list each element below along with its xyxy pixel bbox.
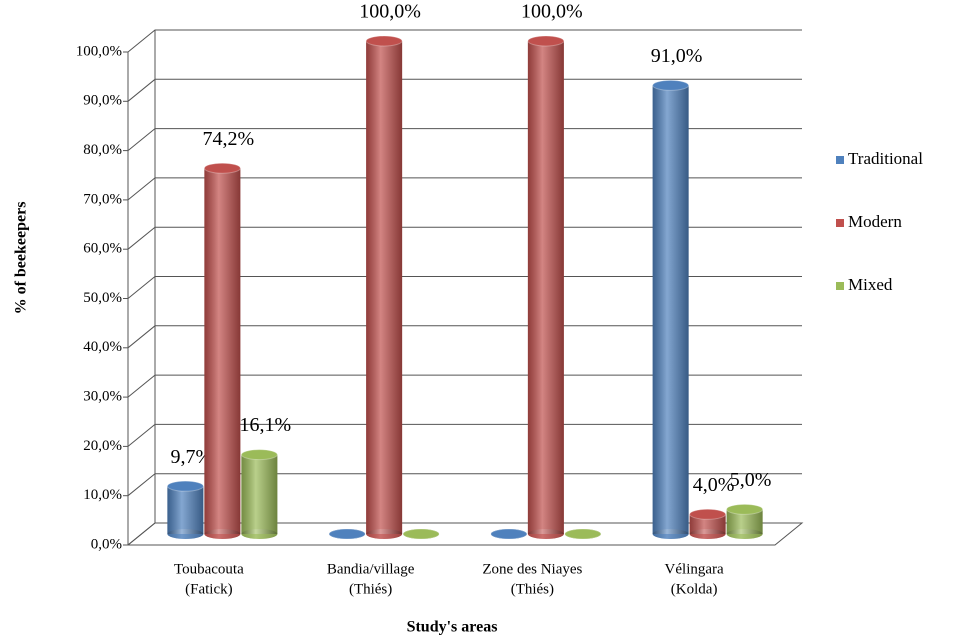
cylinder-top bbox=[328, 528, 366, 540]
cylinder-base-shade bbox=[689, 529, 726, 539]
cylinder-base-shade bbox=[204, 529, 241, 539]
grid-line bbox=[127, 29, 802, 53]
y-tick-label: 60,0% bbox=[83, 241, 122, 257]
x-tick-label: Bandia/village bbox=[327, 561, 415, 577]
x-tick-label: (Thiés) bbox=[511, 581, 554, 597]
x-tick-label: (Thiés) bbox=[349, 581, 392, 597]
value-label: 74,2% bbox=[203, 128, 255, 150]
bar-shading bbox=[527, 41, 564, 534]
grid-line bbox=[127, 325, 802, 349]
legend-label: Traditional bbox=[848, 149, 923, 168]
legend-label: Mixed bbox=[848, 275, 893, 294]
legend-swatch bbox=[836, 156, 844, 164]
grid-line bbox=[127, 276, 802, 299]
y-tick-label: 10,0% bbox=[83, 487, 122, 503]
y-axis-title: % of beekeepers bbox=[13, 202, 30, 315]
cylinder-top bbox=[564, 528, 602, 540]
cylinder-base-shade bbox=[652, 529, 689, 539]
bar-shading bbox=[652, 85, 689, 535]
grid-line bbox=[127, 78, 802, 102]
grid-line bbox=[127, 423, 802, 447]
grid-line bbox=[127, 473, 802, 497]
legend-swatch bbox=[836, 282, 844, 290]
grid-line bbox=[127, 128, 802, 151]
value-label: 9,7% bbox=[171, 446, 213, 468]
value-label: 16,1% bbox=[240, 414, 292, 436]
y-tick-label: 70,0% bbox=[83, 191, 122, 207]
cylinder-base-shade bbox=[527, 529, 564, 539]
cylinder-top bbox=[527, 35, 565, 47]
cylinder-base-shade bbox=[366, 529, 403, 539]
x-tick-label: Zone des Niayes bbox=[482, 561, 582, 577]
cylinder-top bbox=[652, 79, 690, 91]
cylinder-top bbox=[689, 508, 727, 520]
cylinder-top bbox=[166, 480, 204, 492]
cylinder-top bbox=[490, 528, 528, 540]
value-label: 5,0% bbox=[730, 469, 772, 491]
bar-shading bbox=[241, 454, 278, 534]
bar-shading bbox=[689, 514, 726, 534]
cylinder-top bbox=[726, 503, 764, 515]
cylinder-top bbox=[203, 162, 241, 174]
cylinder-base-shade bbox=[167, 529, 204, 539]
grid-line bbox=[127, 177, 802, 201]
y-tick-label: 20,0% bbox=[83, 438, 122, 454]
value-label: 100,0% bbox=[359, 1, 421, 23]
y-tick-label: 50,0% bbox=[83, 290, 122, 306]
y-tick-label: 100,0% bbox=[76, 43, 122, 59]
value-label: 4,0% bbox=[693, 474, 735, 496]
x-tick-label: (Kolda) bbox=[671, 581, 718, 597]
x-tick-label: Toubacouta bbox=[174, 561, 244, 577]
cylinder-base-shade bbox=[241, 529, 278, 539]
cylinder-top bbox=[402, 528, 440, 540]
x-axis-title: Study's areas bbox=[407, 619, 498, 636]
cylinder-top bbox=[240, 449, 278, 461]
y-tick-label: 0,0% bbox=[91, 536, 122, 552]
cylinder-base-shade bbox=[726, 529, 763, 539]
y-tick-label: 30,0% bbox=[83, 389, 122, 405]
legend-swatch bbox=[836, 219, 844, 227]
bar-shading bbox=[204, 168, 241, 534]
value-label: 100,0% bbox=[521, 1, 583, 23]
value-label: 91,0% bbox=[651, 45, 703, 67]
y-tick-label: 90,0% bbox=[83, 93, 122, 109]
grid-line bbox=[127, 226, 802, 250]
legend-label: Modern bbox=[848, 212, 902, 231]
x-tick-label: (Fatick) bbox=[185, 581, 232, 597]
grid-line bbox=[127, 374, 802, 398]
cylinder-top bbox=[365, 35, 403, 47]
grid-line bbox=[127, 522, 802, 546]
bar-shading bbox=[366, 41, 403, 534]
y-tick-label: 40,0% bbox=[83, 339, 122, 355]
y-tick-label: 80,0% bbox=[83, 142, 122, 158]
bar-shading bbox=[167, 486, 204, 534]
x-tick-label: Vélingara bbox=[665, 561, 724, 577]
